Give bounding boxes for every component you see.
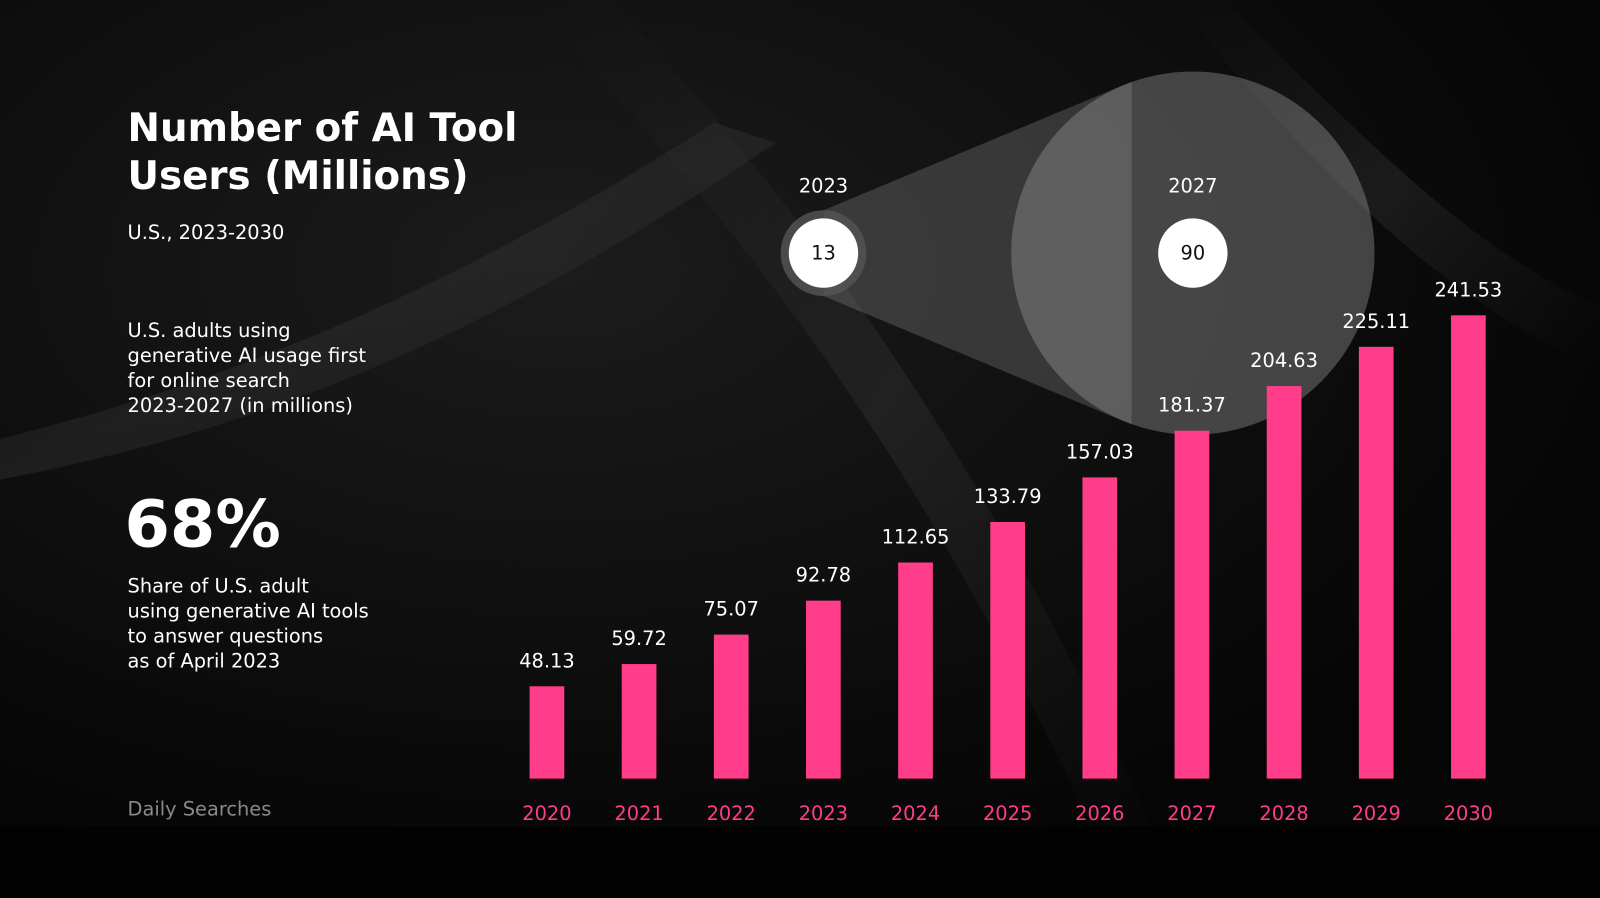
bar: [806, 600, 841, 779]
value-label: 157.03: [1066, 440, 1134, 463]
bar: [713, 634, 749, 779]
inset-bubble: [1158, 218, 1228, 288]
note: U.S. adults using: [128, 319, 291, 342]
value-label: 75.07: [703, 598, 758, 621]
subtitle: U.S., 2023-2030: [128, 221, 285, 244]
x-tick-label: 2020: [522, 802, 571, 825]
texture: [0, 122, 776, 480]
inset-year: 2027: [1168, 174, 1217, 197]
stat-description: using generative AI tools: [128, 599, 369, 622]
bar: [529, 686, 565, 779]
value-label: 204.63: [1250, 349, 1318, 372]
x-tick-label: 2028: [1259, 802, 1308, 825]
inset-value: 13: [811, 242, 836, 265]
x-tick-label: 2027: [1167, 802, 1216, 825]
value-label: 92.78: [796, 564, 851, 587]
texture: [1173, 0, 1600, 368]
bottom-strip: [0, 826, 1600, 898]
bar: [898, 562, 933, 779]
title: Users (Millions): [128, 154, 469, 199]
x-tick-label: 2025: [983, 802, 1032, 825]
note: for online search: [128, 369, 290, 392]
value-label: 181.37: [1158, 394, 1226, 417]
value-label: 225.11: [1342, 310, 1410, 333]
bar: [1266, 386, 1302, 779]
inset-value: 90: [1181, 242, 1206, 265]
value-label: 241.53: [1434, 278, 1502, 301]
inset-bubble: [788, 218, 859, 288]
x-tick-label: 2029: [1352, 802, 1401, 825]
x-tick-label: 2030: [1444, 802, 1493, 825]
note: generative AI usage first: [128, 344, 367, 367]
value-label: 133.79: [974, 485, 1042, 508]
title: Number of AI Tool: [128, 106, 518, 151]
x-tick-label: 2023: [799, 802, 848, 825]
stat-description: to answer questions: [128, 624, 324, 647]
x-tick-label: 2021: [614, 802, 663, 825]
bar: [990, 521, 1025, 779]
source: Daily Searches: [128, 798, 272, 821]
x-tick-label: 2024: [891, 802, 940, 825]
stat-value: 68%: [124, 487, 280, 563]
stat-description: Share of U.S. adult: [128, 574, 310, 597]
bar: [1174, 430, 1210, 779]
bar: [1358, 346, 1394, 779]
magnifier-cone: [823, 81, 1132, 425]
x-tick-label: 2022: [707, 802, 756, 825]
inset-year: 2023: [799, 174, 848, 197]
bar: [1082, 477, 1118, 779]
value-label: 112.65: [882, 526, 950, 549]
bar: [621, 664, 657, 779]
note: 2023-2027 (in millions): [128, 394, 353, 417]
value-label: 59.72: [611, 627, 666, 650]
value-label: 48.13: [519, 649, 574, 672]
stat-description: as of April 2023: [128, 649, 281, 672]
x-tick-label: 2026: [1075, 802, 1124, 825]
bar: [1451, 315, 1486, 779]
